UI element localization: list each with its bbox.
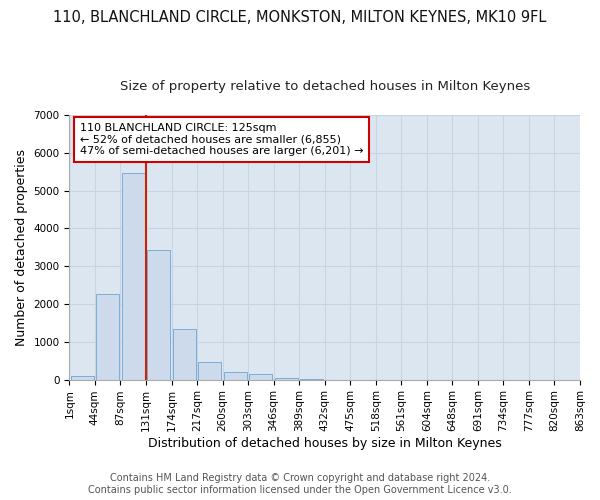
Text: Contains HM Land Registry data © Crown copyright and database right 2024.
Contai: Contains HM Land Registry data © Crown c… (88, 474, 512, 495)
Bar (199, 362, 221, 380)
Text: 110, BLANCHLAND CIRCLE, MONKSTON, MILTON KEYNES, MK10 9FL: 110, BLANCHLAND CIRCLE, MONKSTON, MILTON… (53, 10, 547, 25)
Bar (224, 372, 247, 380)
Bar (122, 173, 145, 380)
Bar (275, 378, 298, 380)
Bar (173, 329, 196, 380)
Bar (250, 374, 272, 380)
Y-axis label: Number of detached properties: Number of detached properties (15, 149, 28, 346)
Text: 110 BLANCHLAND CIRCLE: 125sqm
← 52% of detached houses are smaller (6,855)
47% o: 110 BLANCHLAND CIRCLE: 125sqm ← 52% of d… (80, 123, 363, 156)
Bar (96, 294, 119, 380)
X-axis label: Distribution of detached houses by size in Milton Keynes: Distribution of detached houses by size … (148, 437, 502, 450)
Bar (71, 376, 94, 380)
Title: Size of property relative to detached houses in Milton Keynes: Size of property relative to detached ho… (119, 80, 530, 93)
Bar (147, 250, 170, 380)
